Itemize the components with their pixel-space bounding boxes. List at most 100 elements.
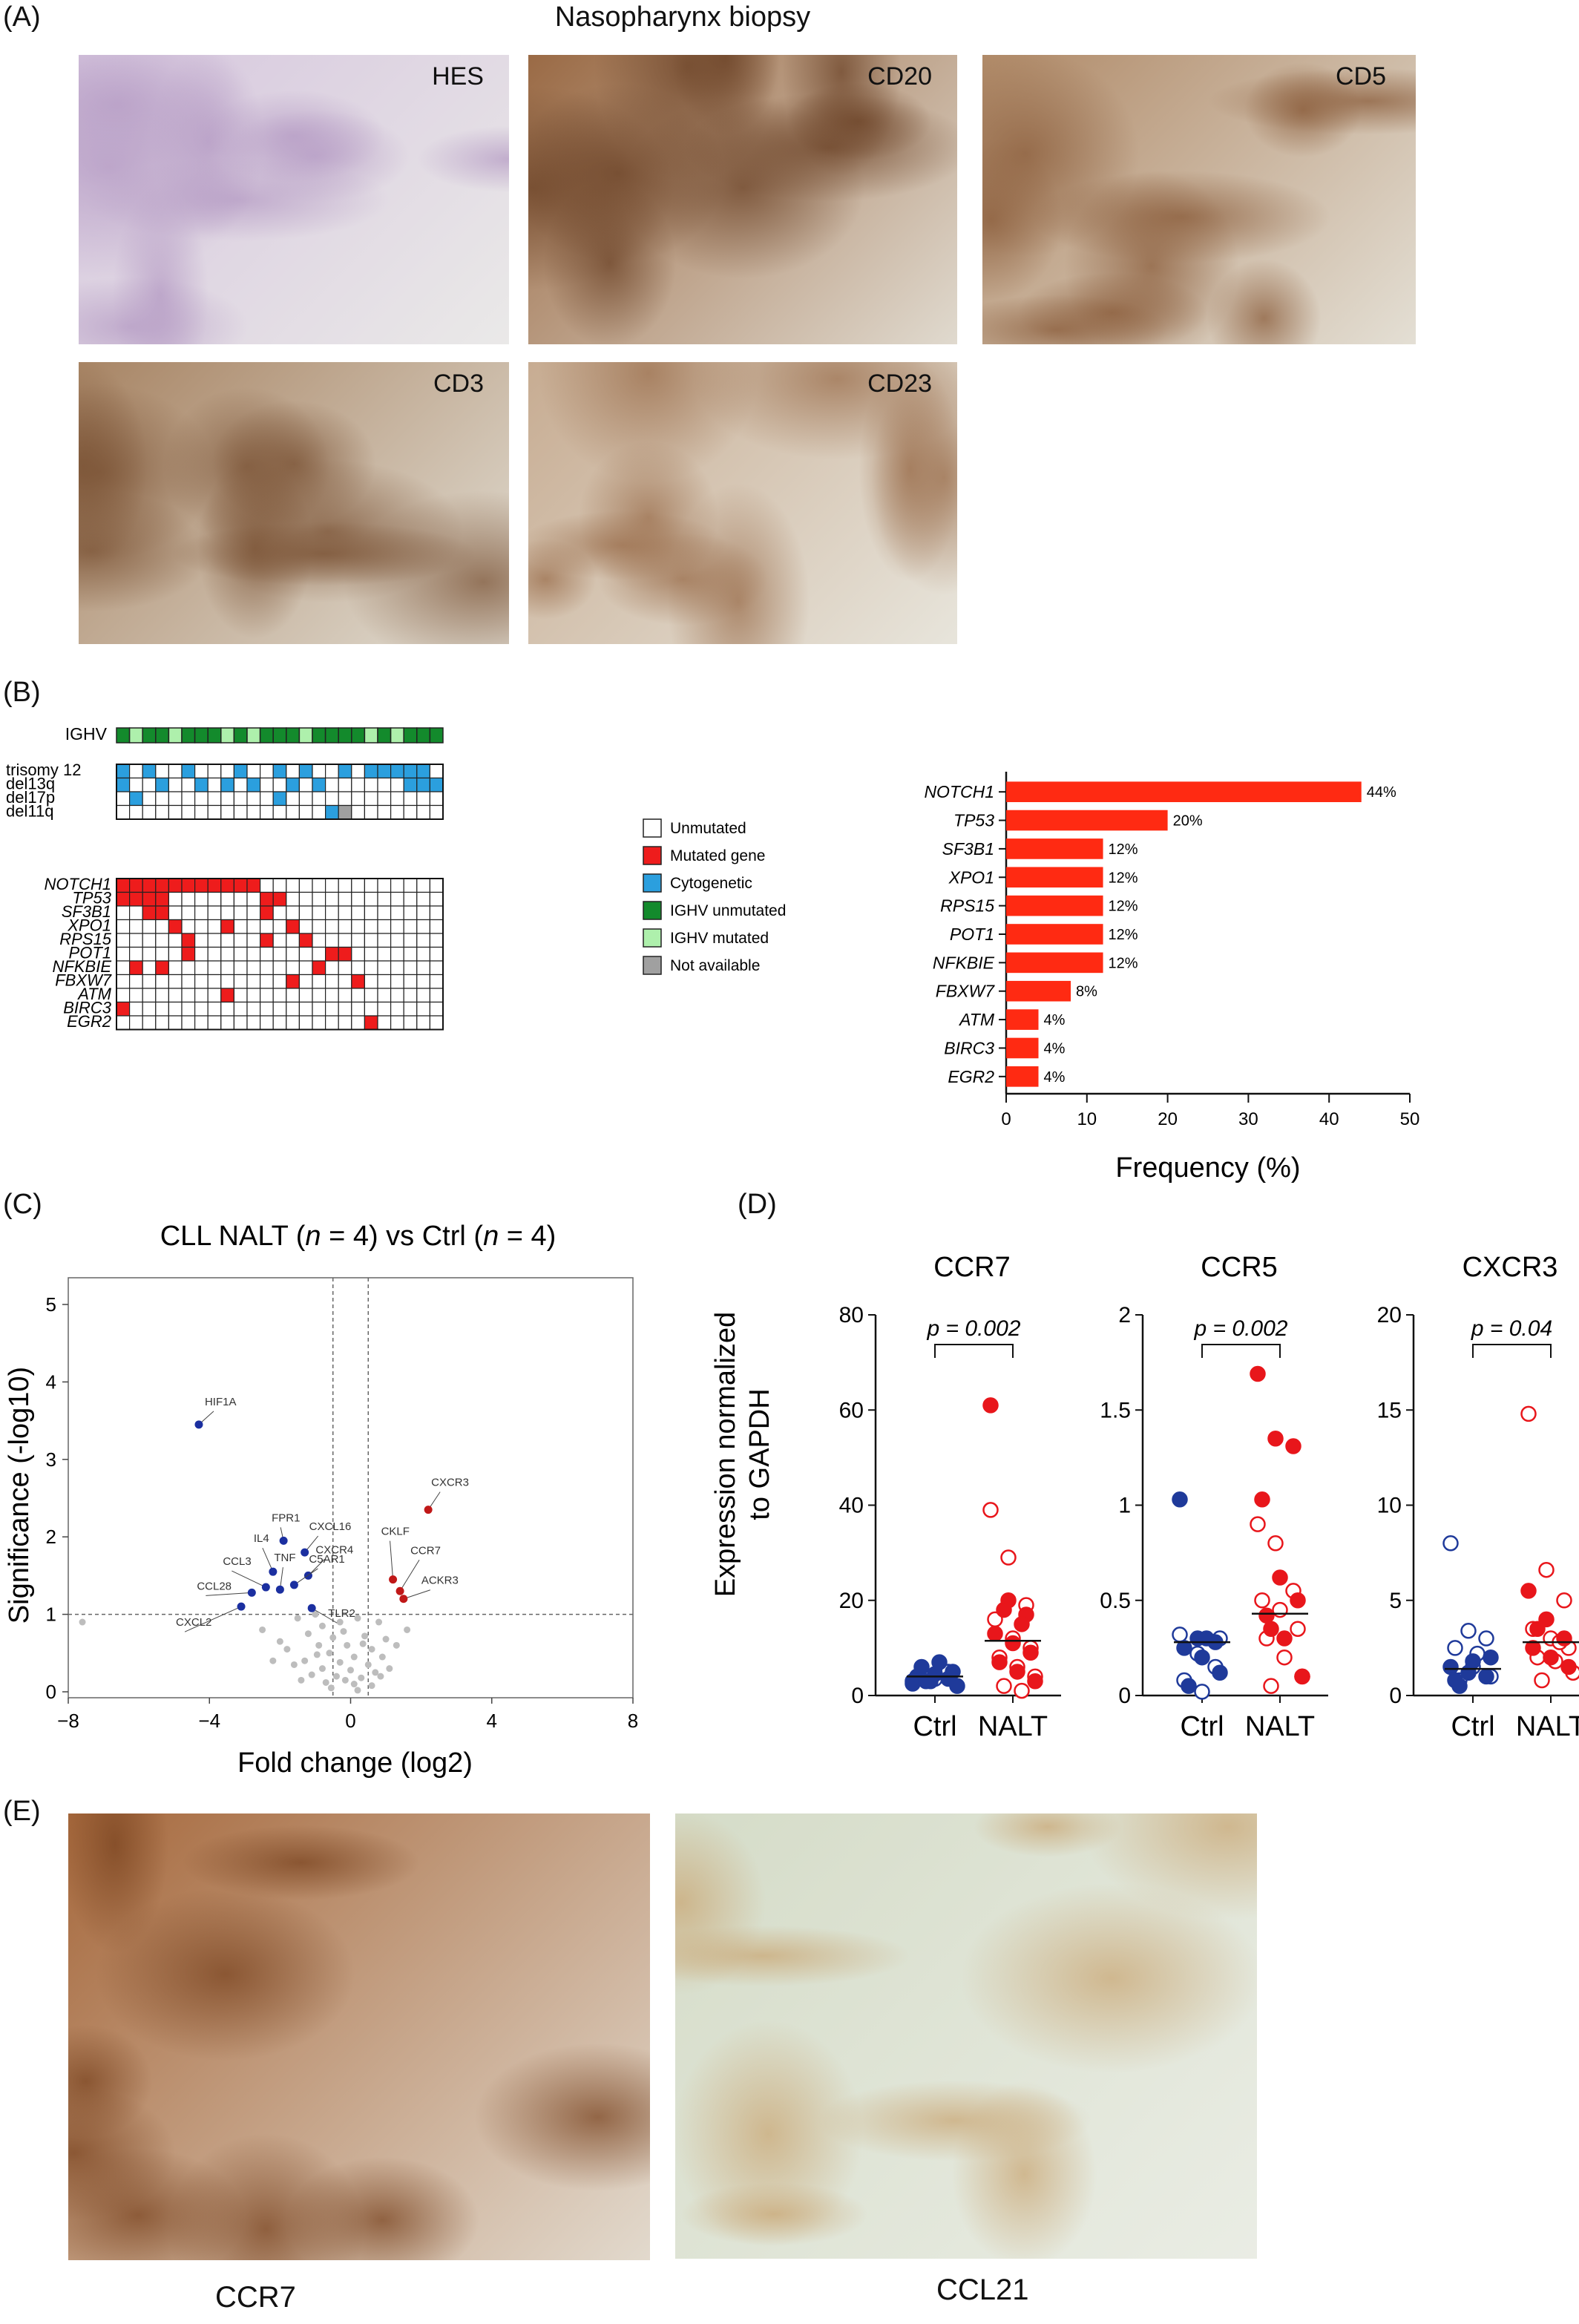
gene-cell xyxy=(116,946,131,962)
gene-cell xyxy=(364,933,378,948)
category-label: RPS15 xyxy=(940,896,994,916)
bar xyxy=(1006,895,1103,916)
row-label-gene: BIRC3 xyxy=(63,999,112,1017)
ighv-cell xyxy=(338,727,352,744)
gene-cell xyxy=(403,878,418,893)
significance-bracket xyxy=(1201,1344,1281,1358)
cytogenetic-cell xyxy=(181,804,196,820)
nonsignificant-point xyxy=(312,1611,319,1618)
cytogenetic-cell xyxy=(168,764,183,779)
filled-data-point xyxy=(1014,1616,1030,1632)
micrograph-ccl21 xyxy=(675,1813,1257,2259)
y-tick-label: 20 xyxy=(1377,1303,1402,1327)
cytogenetic-cell xyxy=(116,791,131,807)
y-tick-label: 5 xyxy=(1389,1589,1402,1613)
legend-label: Not available xyxy=(670,957,760,974)
gene-cell xyxy=(181,905,196,921)
gene-cell xyxy=(429,1001,444,1017)
filled-data-point xyxy=(1263,1621,1279,1637)
p-value-label: p = 0.04 xyxy=(1471,1316,1552,1341)
nonsignificant-point xyxy=(294,1615,301,1622)
cytogenetic-cell xyxy=(272,764,287,779)
gene-cell xyxy=(142,974,157,989)
cytogenetic-cell xyxy=(325,791,339,807)
legend-swatch xyxy=(643,956,662,975)
gene-cell xyxy=(272,878,287,893)
gene-cell xyxy=(338,946,352,962)
gene-cell xyxy=(416,988,430,1003)
ighv-cell xyxy=(364,727,378,744)
gene-cell xyxy=(194,1001,209,1017)
cytogenetic-cell xyxy=(129,764,143,779)
gene-cell xyxy=(325,933,339,948)
gene-cell xyxy=(416,919,430,934)
gene-cell xyxy=(429,960,444,976)
nonsignificant-point xyxy=(382,1635,390,1643)
micrograph-label: CD23 xyxy=(867,370,932,398)
gene-cell xyxy=(298,960,313,976)
gene-cell xyxy=(246,878,261,893)
gene-cell xyxy=(429,919,444,934)
cytogenetic-cell xyxy=(325,804,339,820)
cytogenetic-cell xyxy=(220,804,234,820)
cytogenetic-cell xyxy=(338,791,352,807)
filled-data-point xyxy=(1258,1607,1275,1624)
gene-cell xyxy=(286,919,300,934)
cytogenetic-cell xyxy=(429,764,444,779)
y-tick-label: 60 xyxy=(839,1398,864,1422)
gene-cell xyxy=(364,891,378,907)
gene-cell xyxy=(416,933,430,948)
gene-cell xyxy=(325,919,339,934)
gene-cell xyxy=(377,960,392,976)
cytogenetic-cell xyxy=(155,791,170,807)
gene-cell xyxy=(416,946,430,962)
gene-cell xyxy=(168,946,183,962)
gene-cell xyxy=(286,905,300,921)
cytogenetic-cell xyxy=(220,764,234,779)
panel-label-b: (B) xyxy=(3,677,41,708)
gene-cell xyxy=(129,988,143,1003)
filled-data-point xyxy=(1254,1491,1270,1508)
gene-cell xyxy=(298,919,313,934)
ighv-cell xyxy=(351,727,366,744)
gene-cell xyxy=(246,974,261,989)
y-tick-label: 80 xyxy=(839,1303,864,1327)
cytogenetic-cell xyxy=(429,791,444,807)
gene-cell xyxy=(312,919,326,934)
gene-cell xyxy=(364,905,378,921)
gene-point-label: FPR1 xyxy=(272,1511,300,1524)
dot-plot-title: CCR7 xyxy=(933,1252,1010,1283)
gene-cell xyxy=(298,878,313,893)
gene-cell xyxy=(155,891,170,907)
gene-cell xyxy=(260,974,274,989)
gene-cell xyxy=(429,946,444,962)
gene-cell xyxy=(246,960,261,976)
gene-cell xyxy=(260,988,274,1003)
gene-point-label: TLR2 xyxy=(328,1607,355,1620)
gene-cell xyxy=(364,988,378,1003)
cytogenetic-cell xyxy=(390,804,404,820)
gene-cell xyxy=(403,1015,418,1031)
nonsignificant-point xyxy=(313,1651,321,1658)
cytogenetic-cell xyxy=(168,777,183,792)
row-label-gene: NFKBIE xyxy=(53,957,112,976)
nonsignificant-point xyxy=(332,1673,340,1680)
micrograph-cd23: CD23 xyxy=(528,362,957,644)
gene-cell xyxy=(129,960,143,976)
ighv-cell xyxy=(116,727,131,744)
significant-point xyxy=(395,1586,404,1595)
x-tick-label: 4 xyxy=(487,1710,497,1732)
gene-cell xyxy=(351,988,365,1003)
cytogenetic-cell xyxy=(325,764,339,779)
open-data-point xyxy=(1276,1649,1293,1666)
gene-point-label: IL4 xyxy=(254,1532,269,1545)
filled-data-point xyxy=(1022,1644,1039,1661)
gene-cell xyxy=(246,946,261,962)
row-label-ighv: IGHV xyxy=(65,724,108,744)
open-data-point xyxy=(1272,1601,1288,1618)
filled-data-point xyxy=(1027,1673,1043,1690)
gene-cell xyxy=(233,878,248,893)
gene-cell xyxy=(312,974,326,989)
cytogenetic-cell xyxy=(298,791,313,807)
y-tick-label: 0 xyxy=(1118,1684,1131,1708)
